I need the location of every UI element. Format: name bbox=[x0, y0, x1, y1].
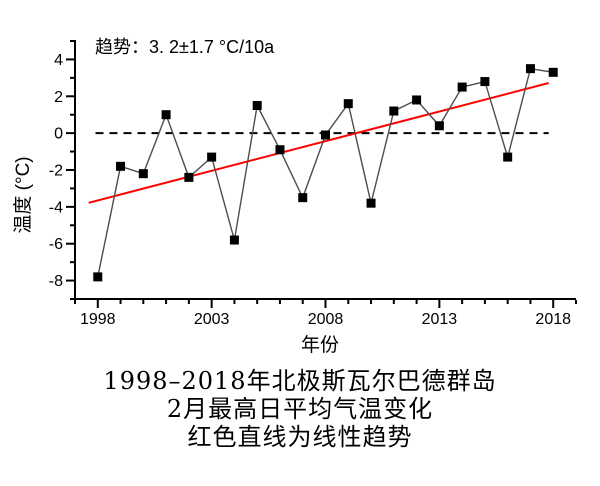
figure-caption: 1998–2018年北极斯瓦尔巴德群岛 2月最高日平均气温变化 红色直线为线性趋… bbox=[0, 367, 600, 451]
data-point bbox=[548, 67, 558, 77]
x-tick-label: 1998 bbox=[80, 311, 116, 328]
data-point bbox=[389, 106, 399, 116]
caption-line-3: 红色直线为线性趋势 bbox=[187, 423, 413, 451]
caption-line-1: 1998–2018年北极斯瓦尔巴德群岛 bbox=[103, 367, 497, 395]
data-point bbox=[503, 152, 513, 162]
data-point bbox=[229, 235, 239, 245]
data-point bbox=[480, 77, 490, 87]
plot-area: 1998 2003 2008 2013 2018 -8 -6 -4 -2 0 2 4 bbox=[49, 40, 577, 328]
y-tick-label: 4 bbox=[54, 52, 63, 69]
y-tick-label: -6 bbox=[49, 236, 63, 253]
x-axis-title: 年份 bbox=[301, 334, 339, 356]
data-point bbox=[457, 82, 467, 92]
data-point bbox=[434, 121, 444, 131]
trend-line bbox=[88, 82, 549, 204]
y-tick-label: -2 bbox=[49, 163, 63, 180]
y-tick-label: -4 bbox=[49, 199, 63, 216]
data-point bbox=[321, 130, 330, 140]
x-tick-label: 2013 bbox=[422, 311, 458, 328]
data-point bbox=[366, 198, 376, 208]
data-point bbox=[412, 95, 422, 105]
x-tick-label: 2008 bbox=[308, 311, 344, 328]
data-point bbox=[161, 110, 171, 120]
data-point bbox=[343, 99, 353, 109]
trend-annotation: 趋势：3. 2±1.7 °C/10a bbox=[95, 37, 275, 57]
data-point bbox=[138, 169, 148, 179]
data-point bbox=[252, 101, 262, 110]
caption-line-2: 2月最高日平均气温变化 bbox=[166, 395, 434, 423]
data-point bbox=[116, 161, 126, 171]
data-point bbox=[298, 193, 308, 203]
y-tick-label: -8 bbox=[49, 273, 63, 290]
x-tick-label: 2003 bbox=[194, 311, 230, 328]
temperature-trend-chart: 1998 2003 2008 2013 2018 -8 -6 -4 -2 0 2 4 趋势：3. 2±… bbox=[12, 37, 577, 356]
data-point bbox=[275, 145, 285, 155]
x-tick-label: 2018 bbox=[535, 311, 571, 328]
y-axis-title: 温度 (°C) bbox=[12, 156, 34, 233]
data-point bbox=[525, 64, 535, 74]
data-point bbox=[93, 272, 103, 282]
y-tick-label: 0 bbox=[54, 126, 63, 143]
y-tick-label: 2 bbox=[54, 89, 63, 106]
data-point bbox=[207, 152, 217, 162]
data-point bbox=[184, 172, 194, 182]
